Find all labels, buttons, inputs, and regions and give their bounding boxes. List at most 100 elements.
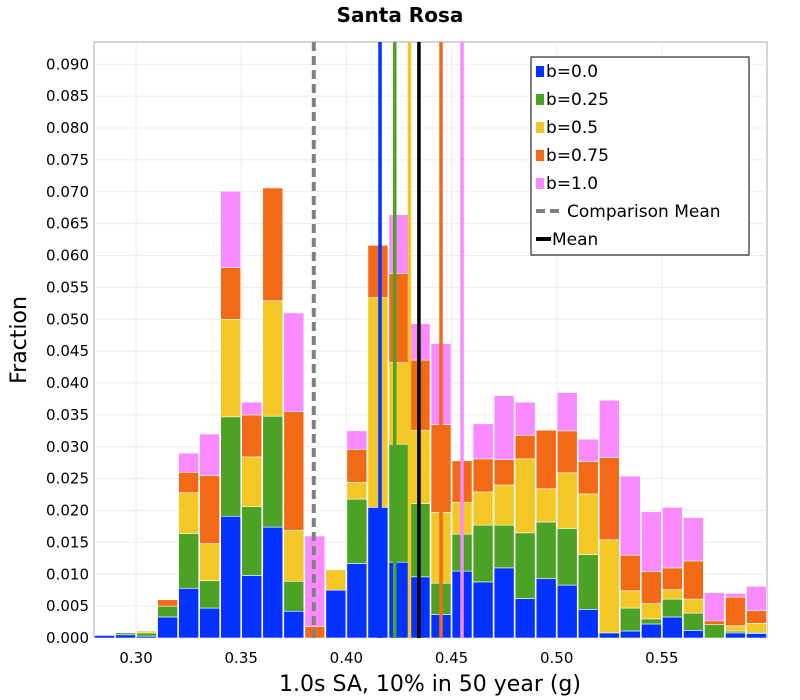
bar-b-0-0	[115, 634, 136, 639]
bar-b-0-0	[619, 630, 641, 639]
y-tick-label: 0.085	[46, 87, 89, 105]
y-axis-ticks: 0.000 0.005 0.010 0.015 0.020 0.025 0.030 0.035…	[46, 55, 89, 647]
bar-b-0-25	[178, 533, 199, 589]
legend-label: b=0.75	[546, 146, 609, 166]
bar-b-1-0	[388, 214, 410, 274]
bar-b-1-0	[746, 586, 767, 611]
legend-swatch	[536, 178, 544, 189]
bar-b-0-0	[556, 584, 578, 639]
bar-b-0-25	[472, 524, 494, 583]
bar-b-0-0	[641, 623, 662, 639]
legend-item: b=0.0	[536, 62, 598, 82]
bar-b-0-5	[493, 484, 515, 526]
bar-b-1-0	[577, 438, 599, 462]
legend-item: b=0.5	[536, 118, 598, 138]
bar-b-1-0	[662, 507, 683, 569]
legend-label: b=0.25	[546, 90, 609, 110]
bar-b-0-0	[367, 507, 389, 639]
legend: b=0.0 b=0.25 b=0.5 b=0.75 b=1.0 Comparison Me…	[530, 56, 750, 256]
y-axis-label: Fraction	[7, 296, 32, 384]
bar-b-0-25	[619, 607, 641, 632]
y-tick-label: 0.060	[46, 247, 89, 265]
bar-b-0-0	[683, 630, 704, 639]
bar-b-0-75	[178, 471, 199, 493]
legend-box	[530, 56, 750, 256]
bar-b-0-25	[220, 416, 242, 517]
bar-b-0-5	[346, 482, 368, 500]
bar-b-0-75	[598, 457, 620, 541]
bar-b-0-5	[262, 300, 284, 417]
legend-item: Comparison Mean	[536, 202, 721, 222]
bar-b-0-75	[619, 554, 641, 592]
bar-b-0-75	[683, 560, 704, 600]
chart-title: Santa Rosa	[337, 3, 464, 27]
bar-b-0-75	[367, 245, 389, 298]
y-tick-label: 0.050	[46, 310, 89, 328]
legend-label: Mean	[552, 230, 598, 250]
y-tick-label: 0.040	[46, 374, 89, 392]
bar-b-0-75	[199, 475, 220, 544]
legend-label: b=0.0	[546, 62, 598, 82]
y-tick-label: 0.015	[46, 533, 89, 551]
bar-b-0-25	[346, 498, 368, 564]
bar-b-0-0	[472, 581, 494, 639]
bar-b-0-0	[178, 587, 199, 639]
bar-b-0-5	[220, 318, 242, 418]
bar-b-0-0	[199, 607, 220, 639]
bar-b-0-5	[241, 456, 263, 507]
bar-b-0-75	[346, 449, 368, 483]
x-tick-label: 0.30	[119, 649, 152, 667]
bar-b-1-0	[641, 511, 662, 573]
bar-b-0-25	[556, 528, 578, 586]
bar-b-0-5	[199, 543, 220, 581]
bar-b-0-0	[220, 515, 242, 639]
bar-b-1-0	[598, 399, 620, 458]
bar-b-1-0	[178, 452, 199, 473]
bar-b-0-5	[388, 362, 410, 445]
x-axis-ticks: 0.30 0.35 0.40 0.45 0.50 0.55	[119, 649, 678, 667]
x-tick-label: 0.35	[225, 649, 258, 667]
bar-b-1-0	[704, 592, 725, 622]
bar-b-0-0	[577, 609, 599, 639]
bar-b-1-0	[619, 475, 641, 556]
bar-b-0-0	[725, 632, 746, 639]
y-tick-label: 0.030	[46, 438, 89, 456]
bar-b-0-5	[746, 623, 767, 633]
bar-b-0-5	[535, 488, 557, 523]
bar-b-0-0	[283, 610, 305, 639]
bar-b-0-25	[262, 415, 284, 528]
legend-swatch	[536, 122, 544, 133]
bar-b-0-25	[241, 506, 263, 576]
bar-b-0-0	[746, 633, 767, 639]
bar-b-0-0	[325, 589, 347, 639]
bar-b-1-0	[346, 430, 368, 450]
bar-b-0-75	[535, 429, 557, 490]
x-axis-label: 1.0s SA, 10% in 50 year (g)	[279, 672, 581, 697]
bar-b-0-25	[388, 443, 410, 563]
bar-b-0-5	[325, 569, 347, 591]
y-tick-label: 0.070	[46, 183, 89, 201]
x-tick-label: 0.45	[435, 649, 468, 667]
bar-b-0-5	[556, 472, 578, 529]
y-tick-label: 0.010	[46, 565, 89, 583]
bar-b-0-25	[493, 524, 515, 569]
bar-b-0-0	[241, 575, 263, 639]
bar-b-0-75	[283, 411, 305, 531]
bar-b-0-75	[514, 434, 536, 460]
y-tick-label: 0.045	[46, 342, 89, 360]
bar-b-0-0	[94, 635, 115, 639]
bar-b-0-0	[157, 616, 178, 639]
bar-b-0-25	[136, 632, 157, 637]
bar-b-0-0	[493, 567, 515, 639]
bar-b-0-5	[514, 458, 536, 534]
bar-b-0-5	[662, 589, 683, 600]
y-tick-label: 0.000	[46, 629, 89, 647]
bar-b-0-5	[725, 625, 746, 632]
bar-b-0-0	[662, 616, 683, 639]
bar-b-1-0	[472, 423, 494, 460]
y-tick-label: 0.055	[46, 278, 89, 296]
bar-b-0-25	[157, 605, 178, 618]
legend-swatch	[536, 150, 544, 161]
legend-item: Mean	[536, 230, 598, 250]
